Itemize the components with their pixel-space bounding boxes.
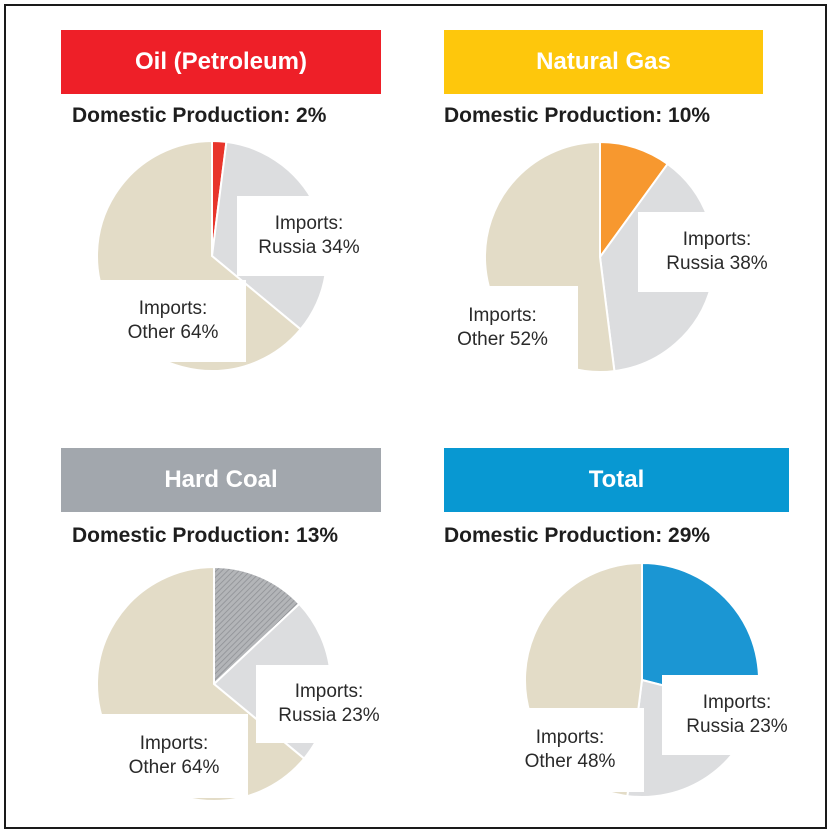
total-title-banner: Total (444, 448, 789, 512)
oil-label-russia-line2: Russia 34% (258, 237, 360, 258)
natural-gas-label-russia-line1: Imports: (682, 229, 752, 250)
hard-coal-label-russia: Imports: Russia 23% (256, 665, 402, 743)
natural-gas-title-banner: Natural Gas (444, 30, 763, 94)
oil-title-banner: Oil (Petroleum) (61, 30, 381, 94)
oil-title: Oil (Petroleum) (134, 48, 308, 75)
oil-label-other: Imports: Other 64% (100, 280, 246, 362)
natural-gas-title: Natural Gas (536, 48, 671, 75)
total-label-russia: Imports: Russia 23% (662, 675, 812, 755)
hard-coal-label-other: Imports: Other 64% (100, 714, 248, 798)
oil-label-other-line2: Other 64% (127, 322, 219, 343)
natural-gas-subtitle: Domestic Production: 10% (444, 104, 711, 127)
natural-gas-label-russia: Imports: Russia 38% (638, 212, 796, 292)
hard-coal-label-other-line2: Other 64% (128, 757, 220, 778)
hard-coal-label-russia-line2: Russia 23% (278, 705, 380, 726)
hard-coal-label-other-line1: Imports: (139, 733, 209, 754)
hard-coal-label-russia-line1: Imports: (294, 681, 364, 702)
natural-gas-label-russia-line2: Russia 38% (666, 253, 768, 274)
natural-gas-label-other-line1: Imports: (468, 305, 537, 326)
total-label-russia-line2: Russia 23% (686, 716, 788, 737)
hard-coal-domestic-slice (213, 565, 301, 687)
hard-coal-subtitle: Domestic Production: 13% (72, 524, 339, 547)
oil-subtitle: Domestic Production: 2% (72, 104, 327, 127)
natural-gas-label-other-line2: Other 52% (457, 329, 548, 350)
hard-coal-title: Hard Coal (164, 466, 278, 493)
oil-label-other-line1: Imports: (138, 298, 208, 319)
hard-coal-title-banner: Hard Coal (61, 448, 381, 512)
oil-label-russia: Imports: Russia 34% (237, 196, 381, 276)
total-subtitle: Domestic Production: 29% (444, 524, 711, 547)
total-label-russia-line1: Imports: (702, 692, 772, 713)
natural-gas-label-other: Imports: Other 52% (427, 286, 578, 370)
total-title: Total (588, 466, 645, 493)
total-label-other-line1: Imports: (535, 727, 605, 748)
oil-label-russia-line1: Imports: (274, 213, 344, 234)
figure-frame (4, 4, 827, 829)
total-label-other-line2: Other 48% (524, 751, 616, 772)
natural-gas-domestic-slice (599, 140, 669, 261)
total-label-other: Imports: Other 48% (496, 708, 644, 792)
